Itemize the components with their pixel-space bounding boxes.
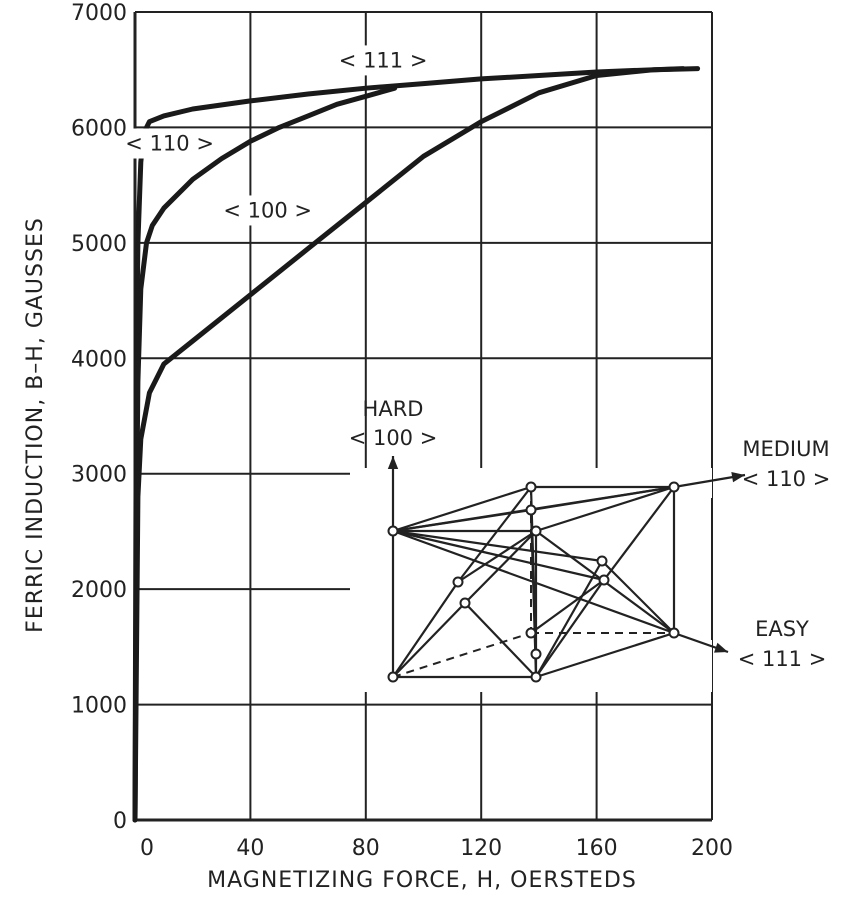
y-axis-title: FERRIC INDUCTION, B–H, GAUSSES [23, 217, 48, 633]
lattice-hidden-edge-0 [392, 632, 532, 678]
atom-C [530, 671, 542, 683]
crystal-lattice-diagram [350, 456, 746, 692]
x-tick-80: 80 [352, 836, 380, 861]
y-tick-3000: 3000 [71, 463, 127, 488]
lattice-edge-7 [535, 485, 675, 533]
grid [135, 11, 713, 820]
x-tick-0: 0 [140, 836, 154, 861]
atom-H [525, 627, 537, 639]
atom-G [668, 627, 680, 639]
lattice-edge-20 [457, 530, 537, 583]
curve-label-110: < 110 > [125, 132, 214, 156]
atom-Fc2 [530, 648, 542, 660]
curve-111 [132, 66, 686, 823]
medium-direction-label: < 110 > [742, 467, 831, 491]
series-lines [132, 66, 701, 823]
y-tick-4000: 4000 [71, 347, 127, 372]
lattice-edge-8 [535, 631, 675, 679]
lattice-edge-16 [457, 486, 532, 583]
lattice-atoms [387, 481, 680, 683]
curve-110 [132, 85, 398, 823]
atom-Fc1 [525, 504, 537, 516]
easy-label: EASY [755, 617, 809, 641]
arrow-easy-111-head [714, 642, 728, 653]
atom-A [387, 525, 399, 537]
atom-Fc5 [596, 555, 608, 567]
x-tick-160: 160 [576, 836, 618, 861]
y-tick-2000: 2000 [71, 578, 127, 603]
x-tick-200: 200 [691, 836, 733, 861]
hard-label: HARD [363, 397, 424, 421]
lattice-edge-19 [464, 602, 537, 678]
lattice-edge-14 [601, 560, 675, 634]
y-tick-7000: 7000 [71, 1, 127, 26]
lattice-edge-22 [603, 486, 675, 581]
x-tick-120: 120 [460, 836, 502, 861]
arrow-medium-110-head [731, 472, 745, 483]
lattice-edge-18 [464, 530, 537, 604]
lattice-edge-12 [530, 485, 675, 512]
lattice-edge-15 [392, 581, 459, 678]
direction-arrows [387, 456, 746, 654]
y-tick-labels: 0 1000 2000 3000 4000 5000 6000 7000 [71, 1, 127, 834]
atom-Fc3 [452, 576, 464, 588]
lattice-edge-6 [392, 485, 532, 533]
curve-label-bg-2 [223, 195, 312, 226]
curve-label-bg-0 [339, 45, 428, 76]
y-tick-5000: 5000 [71, 232, 127, 257]
curve-label-bg-1 [125, 128, 214, 159]
atom-D [387, 671, 399, 683]
axes [133, 11, 713, 822]
medium-label: MEDIUM [742, 437, 829, 461]
x-tick-labels: 0 40 80 120 160 200 [140, 836, 733, 861]
hard-direction-label: < 100 > [349, 426, 438, 450]
curve-label-111: < 111 > [339, 48, 428, 72]
lattice-edge-23 [535, 579, 605, 678]
atom-B [530, 525, 542, 537]
x-axis-title: MAGNETIZING FORCE, H, OERSTEDS [207, 868, 637, 893]
y-tick-1000: 1000 [71, 694, 127, 719]
curve-100 [132, 66, 701, 823]
lattice-edge-28 [392, 529, 605, 582]
atom-E [525, 481, 537, 493]
atom-Fc4 [459, 597, 471, 609]
lattice-edge-17 [392, 602, 466, 678]
y-tick-0: 0 [113, 809, 127, 834]
curve-label-100: < 100 > [223, 198, 312, 222]
lattice-edge-24 [530, 579, 605, 634]
x-tick-40: 40 [236, 836, 264, 861]
lattice-edge-11 [392, 508, 532, 533]
atom-Fc6 [598, 574, 610, 586]
curve-labels: < 111 > < 110 > < 100 > [125, 45, 428, 226]
arrow-hard-100-head [387, 456, 399, 470]
lattice-edge-21 [535, 560, 603, 678]
y-tick-6000: 6000 [71, 116, 127, 141]
lattice-edge-13 [392, 529, 603, 563]
atom-F [668, 481, 680, 493]
easy-direction-label: < 111 > [738, 647, 827, 671]
